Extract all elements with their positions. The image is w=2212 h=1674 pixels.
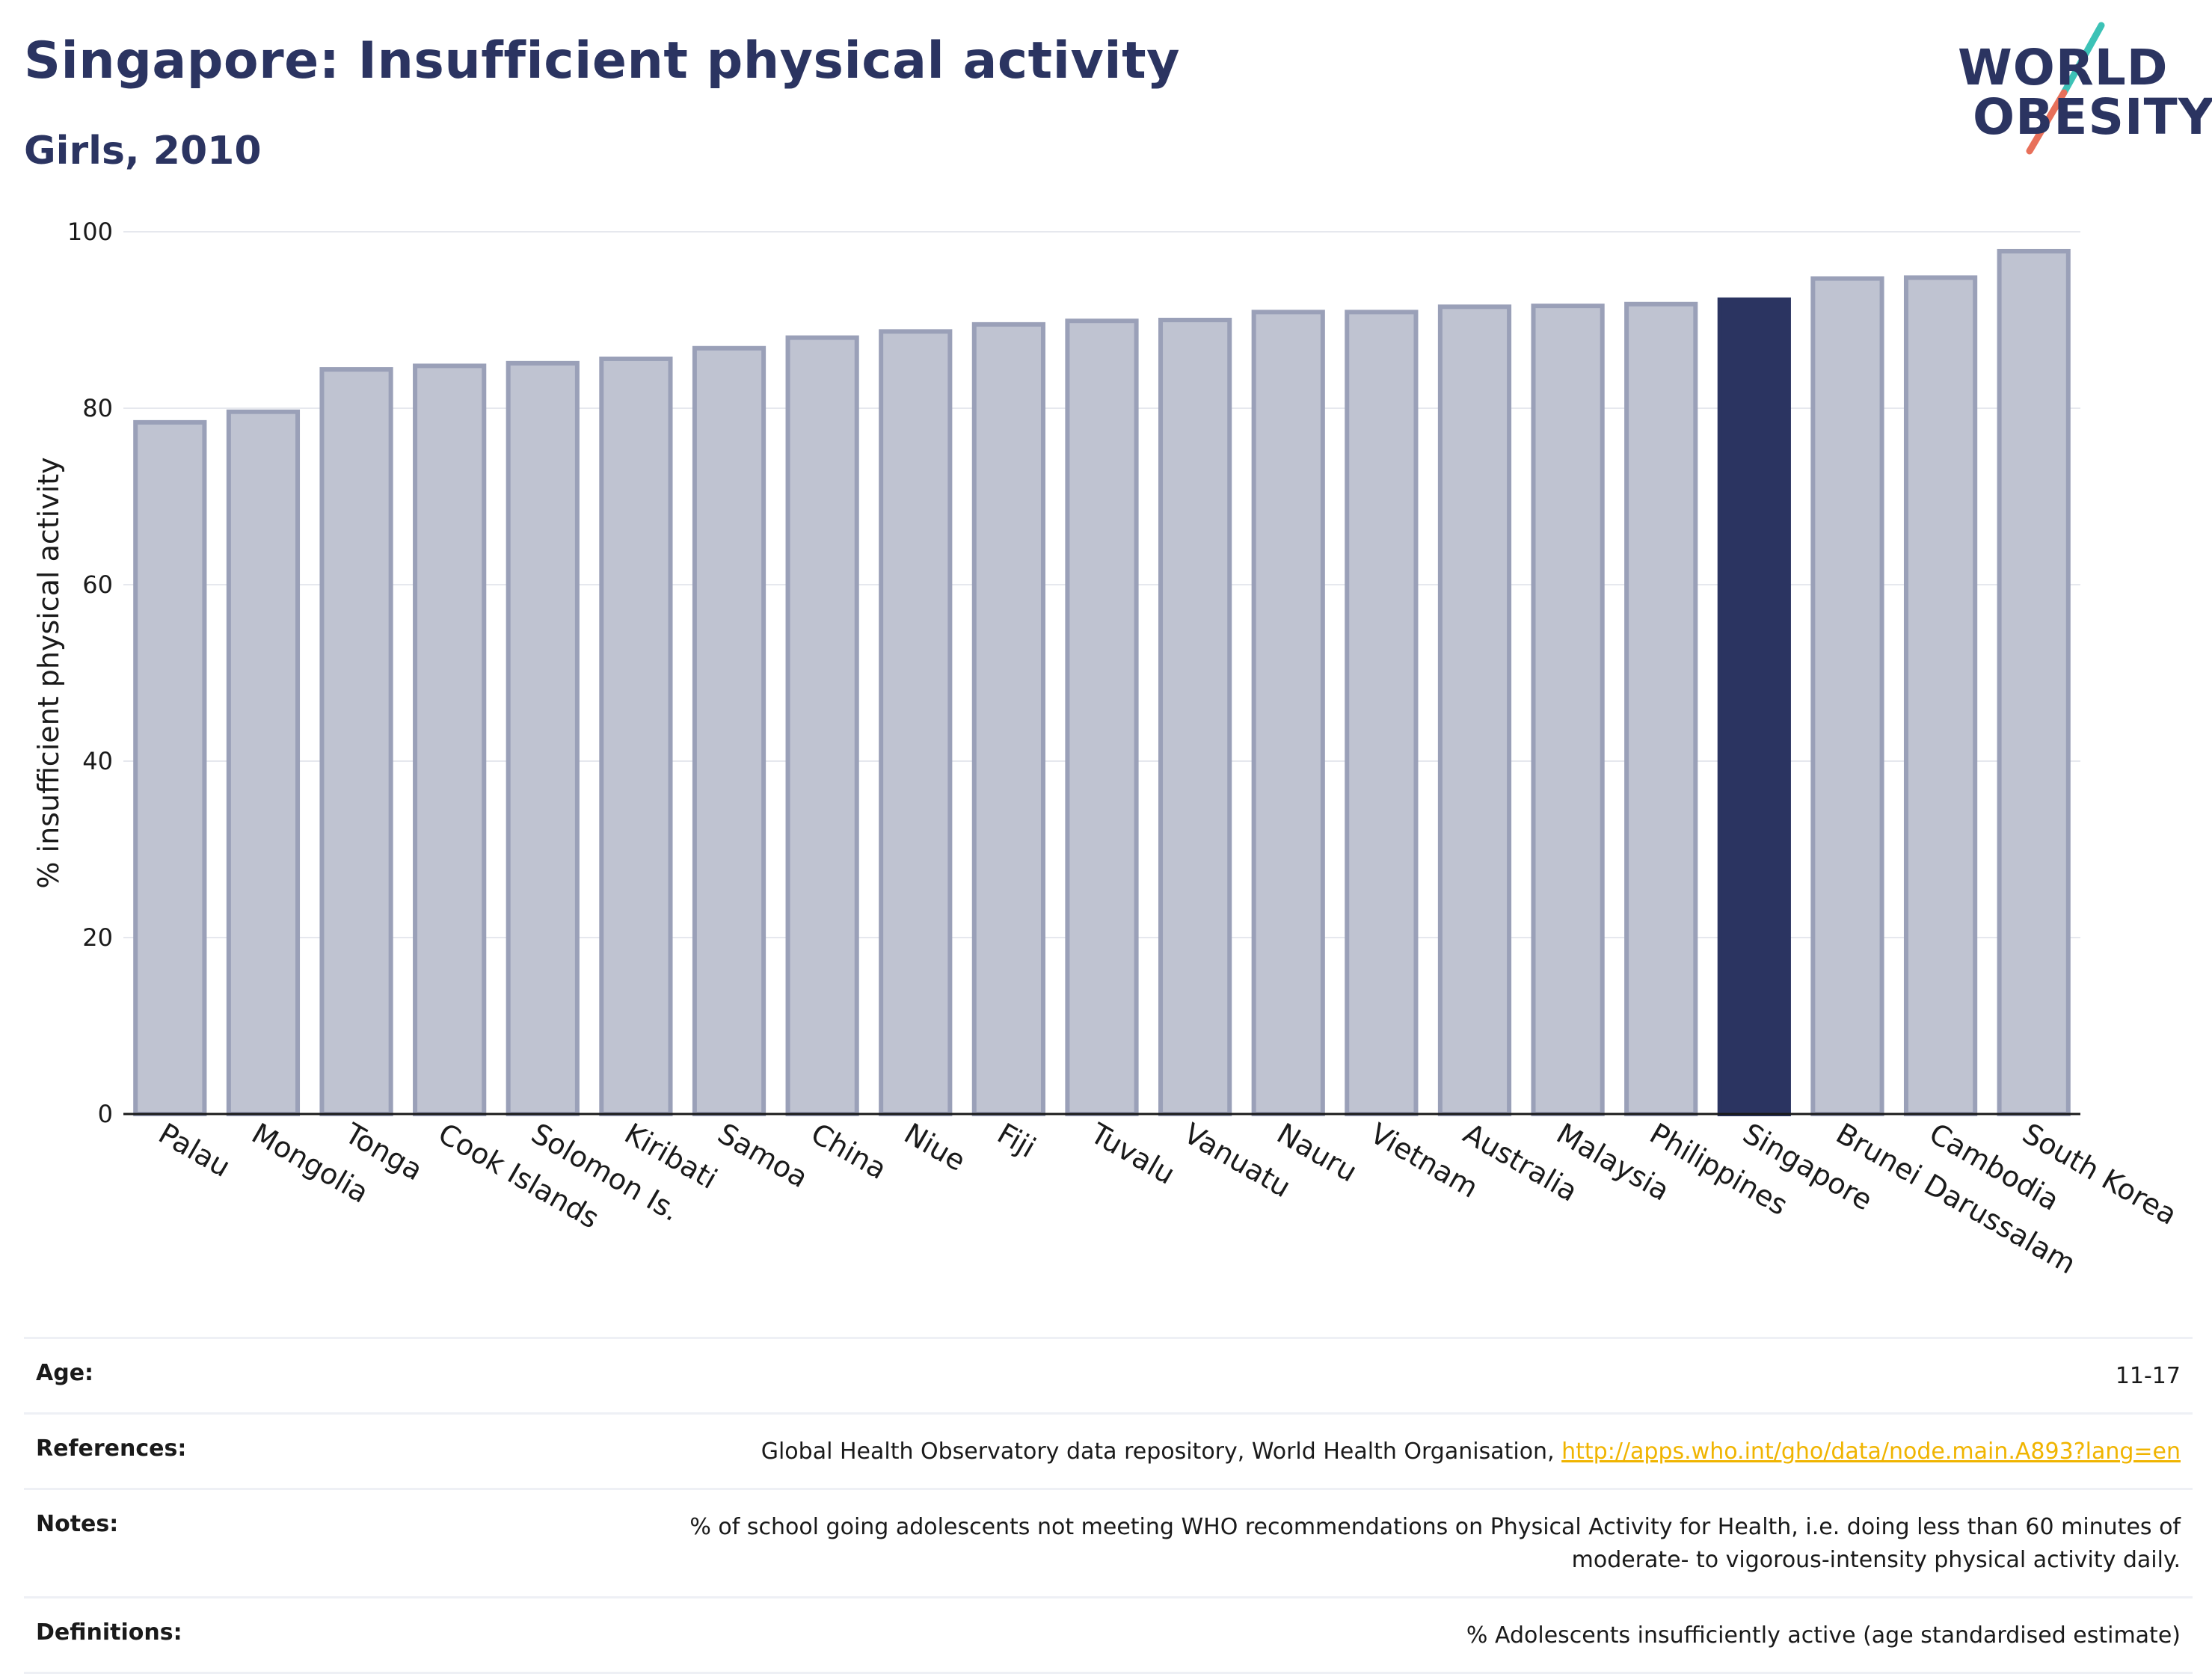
- chart-subtitle: Girls, 2010: [24, 129, 262, 173]
- bar: [1437, 304, 1512, 1116]
- y-axis-label: % insufficient physical activity: [32, 457, 65, 888]
- meta-row-definitions: Definitions: % Adolescents insufficientl…: [24, 1597, 2193, 1673]
- meta-row-references: References: Global Health Observatory da…: [24, 1413, 2193, 1489]
- bar: [1903, 275, 1978, 1117]
- bar: [971, 321, 1045, 1116]
- definitions-label: Definitions:: [36, 1619, 182, 1646]
- bar: [1624, 301, 1698, 1116]
- bar: [506, 360, 580, 1116]
- x-tick-label: Niue: [899, 1117, 971, 1178]
- bar: [785, 335, 859, 1117]
- chart-title: Singapore: Insufficient physical activit…: [24, 31, 1180, 90]
- y-tick-label: 80: [82, 394, 113, 422]
- bar: [1158, 318, 1232, 1116]
- bar: [319, 367, 393, 1116]
- bar: [1810, 276, 1884, 1116]
- meta-row-notes: Notes: % of school going adolescents not…: [24, 1489, 2193, 1598]
- bar: [879, 329, 953, 1117]
- x-tick-label: Tuvalu: [1084, 1116, 1180, 1191]
- bar: [413, 363, 487, 1117]
- references-link[interactable]: http://apps.who.int/gho/data/node.main.A…: [1561, 1438, 2181, 1465]
- age-label: Age:: [36, 1360, 94, 1386]
- y-tick-label: 20: [82, 923, 113, 952]
- notes-line-1: % of school going adolescents not meetin…: [689, 1514, 2181, 1540]
- x-tick-label: Fiji: [992, 1117, 1041, 1164]
- bar: [599, 356, 673, 1117]
- metadata-table: Age: 11-17 References: Global Health Obs…: [24, 1337, 2193, 1674]
- bar-chart: 0 20 40 60 80 100 % insufficient physical acti…: [32, 218, 2183, 1281]
- meta-row-age: Age: 11-17: [24, 1338, 2193, 1414]
- references-label: References:: [36, 1435, 187, 1462]
- bar: [692, 345, 766, 1116]
- x-tick-label: Samoa: [713, 1117, 814, 1195]
- definitions-value: % Adolescents insufficiently active (age…: [1466, 1622, 2181, 1649]
- references-value: Global Health Observatory data repositor…: [317, 1414, 2193, 1489]
- bar: [1345, 310, 1419, 1116]
- age-value: 11-17: [2115, 1363, 2181, 1389]
- notes-line-2: moderate- to vigorous-intensity physical…: [1571, 1547, 2181, 1573]
- notes-label: Notes:: [36, 1511, 119, 1537]
- x-tick-label: Vanuatu: [1179, 1117, 1297, 1204]
- x-tick-label: South Korea: [2017, 1117, 2182, 1231]
- y-tick-label: 0: [98, 1100, 113, 1128]
- bar-highlight: [1717, 297, 1791, 1117]
- logo-slash-icon: [2026, 22, 2105, 155]
- notes-value: % of school going adolescents not meetin…: [317, 1489, 2193, 1598]
- references-text: Global Health Observatory data repositor…: [761, 1438, 1562, 1465]
- bar: [1065, 319, 1139, 1116]
- x-tick-label: China: [805, 1117, 892, 1186]
- logo-word-world: WORLD: [1958, 39, 2169, 96]
- x-tick-label: Palau: [153, 1117, 236, 1184]
- x-tick-label: Cook Islands: [433, 1117, 605, 1235]
- logo-word-obesity: OBESITY: [1973, 88, 2212, 146]
- bar: [1531, 304, 1605, 1116]
- bar: [226, 409, 301, 1117]
- y-tick-label: 60: [82, 570, 113, 599]
- bar: [1251, 310, 1325, 1116]
- y-tick-label: 100: [67, 218, 113, 246]
- bar: [1997, 248, 2071, 1117]
- world-obesity-logo: WORLD OBESITY: [1952, 21, 2212, 163]
- y-tick-label: 40: [82, 747, 113, 775]
- x-tick-label: Vietnam: [1365, 1117, 1484, 1204]
- bar: [133, 419, 207, 1116]
